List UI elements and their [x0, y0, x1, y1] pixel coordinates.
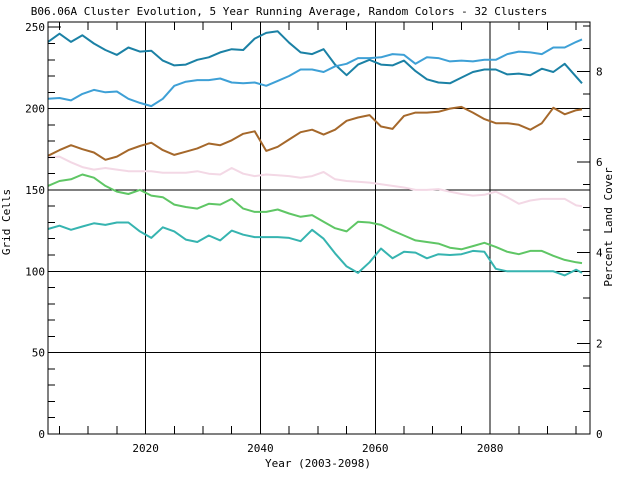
y-axis-left-tick-label: 100 [25, 265, 45, 278]
chart-title: B06.06A Cluster Evolution, 5 Year Runnin… [31, 5, 548, 18]
y-axis-left-title: Grid Cells [0, 189, 13, 255]
series-line-cluster-3 [47, 105, 583, 161]
y-axis-right-tick-label: 0 [596, 428, 603, 441]
y-axis-left-tick-label: 0 [38, 428, 45, 441]
y-axis-right-title: Percent Land Cover [602, 167, 615, 287]
series-line-cluster-1 [47, 30, 583, 85]
series-line-cluster-4 [47, 155, 583, 208]
series-line-cluster-5 [47, 173, 583, 265]
y-axis-left-tick-label: 50 [32, 347, 45, 360]
series-line-cluster-6 [47, 221, 583, 277]
x-axis-tick-label: 2020 [132, 442, 159, 455]
plot-frame [47, 21, 591, 435]
y-axis-left-tick-label: 250 [25, 21, 45, 34]
x-axis-tick-label: 2040 [247, 442, 274, 455]
y-axis-left-tick-label: 200 [25, 103, 45, 116]
x-axis-title: Year (2003-2098) [265, 457, 371, 470]
y-axis-right-tick-label: 4 [596, 247, 603, 260]
y-axis-right-tick-label: 8 [596, 65, 603, 78]
y-axis-right-tick-label: 2 [596, 337, 603, 350]
y-axis-right-tick-label: 6 [596, 156, 603, 169]
x-axis-tick-label: 2060 [362, 442, 389, 455]
series-line-cluster-2 [47, 38, 583, 108]
y-axis-left-tick-label: 150 [25, 184, 45, 197]
x-axis-tick-label: 2080 [477, 442, 504, 455]
